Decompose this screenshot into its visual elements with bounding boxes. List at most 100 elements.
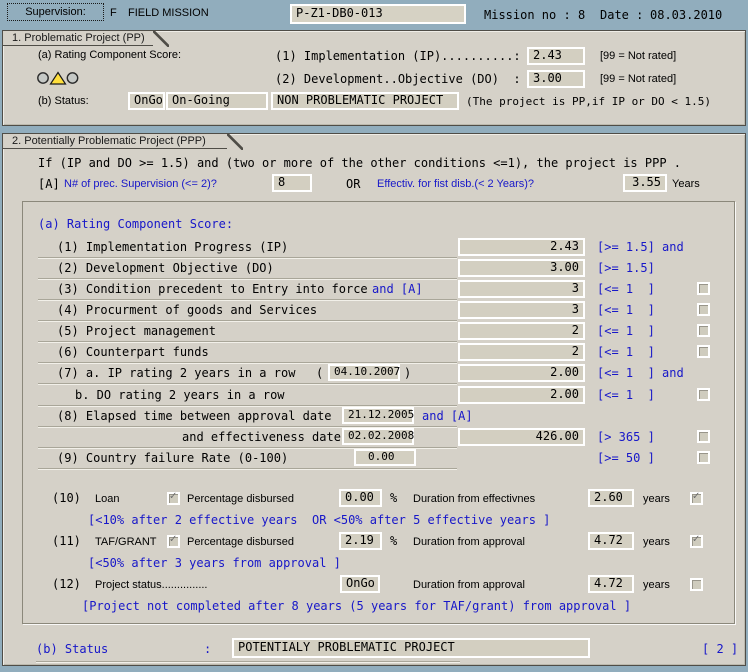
row-separator [38,426,457,427]
row12-name: Project status............... [95,579,208,591]
row8b-label: and effectiveness date [182,430,341,444]
row5-constraint: [<= 1 ] [597,324,655,338]
development-value-field[interactable]: 3.00 [527,70,585,88]
row6-constraint: [<= 1 ] [597,345,655,359]
row6-value-field[interactable]: 2 [458,343,585,361]
row7b-value-field[interactable]: 2.00 [458,386,585,404]
pp-rule-note: (The project is PP,if IP or DO < 1.5) [466,95,712,108]
row4-value-field[interactable]: 3 [458,301,585,319]
row5-label: (5) Project management [57,324,216,338]
row12-condition: [Project not completed after 8 years (5 … [82,599,632,613]
rating-score-label-s1: (a) Rating Component Score: [38,49,182,61]
row5-checkbox[interactable] [697,324,710,337]
row8b-value-field[interactable]: 426.00 [458,428,585,446]
row9-checkbox[interactable] [697,451,710,464]
row10-pct-label: Percentage disbursed [187,493,295,505]
row2-label: (2) Development Objective (DO) [57,261,274,275]
row8a-suffix: and [A] [422,409,473,423]
row7b-checkbox[interactable] [697,388,710,401]
row-separator [38,320,457,321]
row-separator [38,257,457,258]
circle-icon [37,72,49,84]
row-separator [38,383,457,384]
row3-label: (3) Condition precedent to Entry into fo… [57,282,368,296]
prec-supervision-field[interactable]: 8 [272,174,312,192]
row11-name: TAF/GRANT [95,536,157,548]
ppp-status-colon: : [204,642,212,656]
status-code-field[interactable]: OnGo [128,92,165,110]
row10-pct-checkbox[interactable] [167,491,180,505]
status-label-s1: (b) Status: [38,95,89,107]
row2-value-field[interactable]: 3.00 [458,259,585,277]
row10-number: (10) [52,491,81,505]
row10-checkbox[interactable] [690,491,703,505]
row9-constraint: [>= 50 ] [597,451,655,465]
project-id-field[interactable]: P-Z1-DB0-013 [290,4,466,24]
row2-constraint: [>= 1.5] [597,261,655,275]
row12-status-field[interactable]: OnGo [340,575,380,593]
row12-checkbox[interactable] [690,578,703,591]
row3-value-field[interactable]: 3 [458,280,585,298]
ppp-rule-text: If (IP and DO >= 1.5) and (two or more o… [38,156,681,170]
status-verdict-field[interactable]: NON PROBLEMATIC PROJECT [271,92,459,110]
row9-label: (9) Country failure Rate (0-100) [57,451,289,465]
date-value: 08.03.2010 [650,8,723,22]
row-separator [38,468,457,469]
row1-constraint: [>= 1.5] and [597,240,684,254]
row11-checkbox[interactable] [690,534,703,548]
row10-pct-field[interactable]: 0.00 [339,489,382,507]
row11-dur-label: Duration from approval [413,536,525,548]
row11-condition: [<50% after 3 years from approval ] [88,556,341,570]
row7a-date-field[interactable]: 04.10.2007 [328,364,400,381]
row8a-date-field[interactable]: 21.12.2005 [342,407,414,424]
row-separator [38,341,457,342]
ppp-status-field[interactable]: POTENTIALY PROBLEMATIC PROJECT [232,638,590,658]
row8b-checkbox[interactable] [697,430,710,443]
ppp-status-label: (b) Status [36,642,109,656]
development-note: [99 = Not rated] [600,73,677,85]
tab-problematic-project: 1. Problematic Project (PP) [3,31,153,46]
a-tag-label: [A] [38,177,60,191]
row11-dur-unit: years [643,536,670,548]
supervision-button[interactable]: Supervision: [7,3,104,21]
row7b-constraint: [<= 1 ] [597,388,655,402]
row12-dur-label: Duration from approval [413,579,525,591]
row-separator [38,278,457,279]
row11-pct-checkbox[interactable] [167,534,180,548]
effectiv-years-field[interactable]: 3.55 [623,174,667,192]
row11-pct-field[interactable]: 2.19 [339,532,382,550]
row8b-date-field[interactable]: 02.02.2008 [342,428,414,445]
row11-pct-label: Percentage disbursed [187,536,295,548]
row4-checkbox[interactable] [697,303,710,316]
row11-dur-field[interactable]: 4.72 [588,532,634,550]
row3-label-blue: and [A] [372,282,423,296]
supervision-mode: F [110,7,117,19]
mission-no-value: 8 [578,8,586,22]
ppp-status-code: [ 2 ] [702,642,739,656]
tab-slant [227,134,243,150]
tab-slant [153,31,169,47]
row10-dur-field[interactable]: 2.60 [588,489,634,507]
development-label: (2) Development..Objective (DO) : [275,72,521,86]
row3-checkbox[interactable] [697,282,710,295]
mission-type-label: FIELD MISSION [128,7,209,19]
row1-value-field[interactable]: 2.43 [458,238,585,256]
status-name-field[interactable]: On-Going [166,92,268,110]
row7a-value-field[interactable]: 2.00 [458,364,585,382]
implementation-note: [99 = Not rated] [600,50,677,62]
row9-value-field[interactable]: 0.00 [354,449,416,466]
rating-score-label-s2: (a) Rating Component Score: [38,217,234,231]
implementation-value-field[interactable]: 2.43 [527,47,585,65]
row5-value-field[interactable]: 2 [458,322,585,340]
row10-pct-unit: % [390,491,398,505]
row12-dur-field[interactable]: 4.72 [588,575,634,593]
row10-dur-unit: years [643,493,670,505]
row10-condition: [<10% after 2 effective years OR <50% af… [88,513,551,527]
row7b-label: b. DO rating 2 years in a row [75,388,285,402]
implementation-label: (1) Implementation (IP)..........: [275,49,521,63]
status-traffic-icons [37,71,79,85]
row6-checkbox[interactable] [697,345,710,358]
row4-constraint: [<= 1 ] [597,303,655,317]
row8b-constraint: [> 365 ] [597,430,655,444]
